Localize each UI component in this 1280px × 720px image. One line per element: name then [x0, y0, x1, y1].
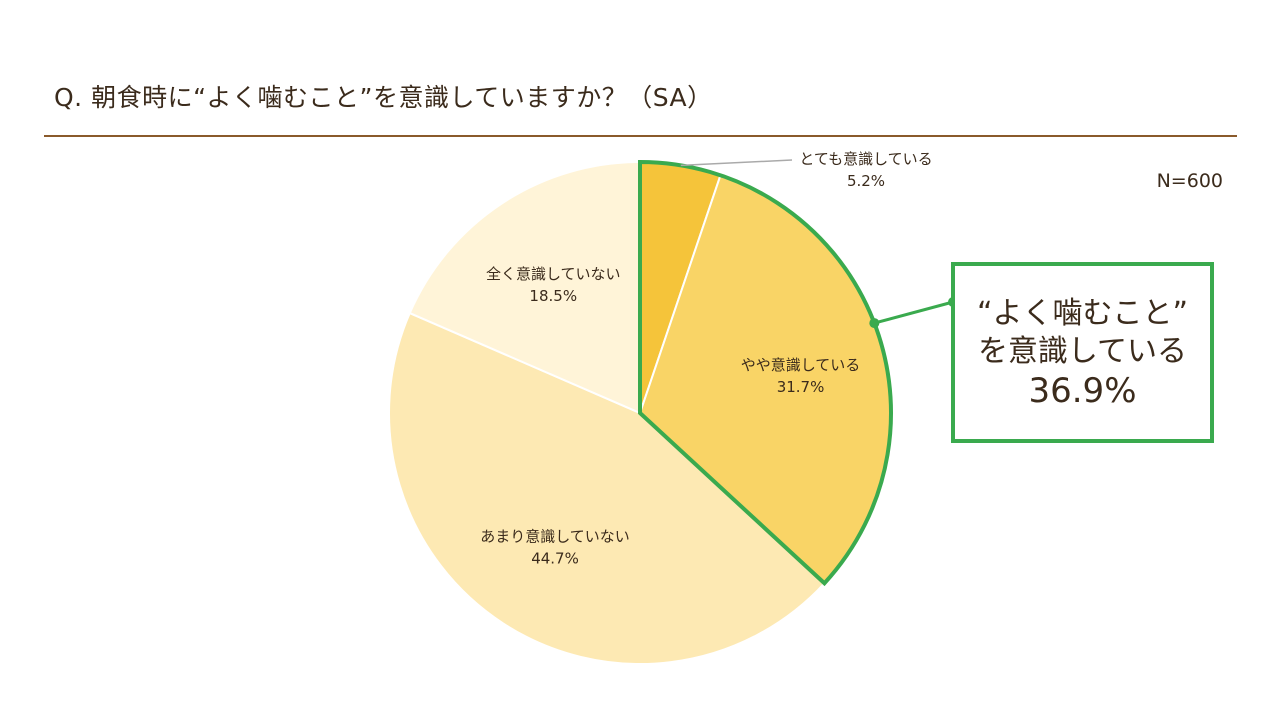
highlight-callout: “よく噛むこと” を意識している 36.9% — [951, 262, 1214, 443]
slice-value: 5.2% — [847, 172, 885, 190]
highlight-outline — [638, 159, 893, 587]
callout-line-2: を意識している — [977, 333, 1188, 369]
page-title: Q. 朝食時に“よく噛むこと”を意識していますか？（SA） — [54, 83, 713, 112]
pie-labels: とても意識している 5.2% やや意識している 31.7% あまり意識していない 44.7… — [480, 150, 932, 567]
slice-category: 全く意識していない — [486, 265, 621, 283]
pie-slices — [388, 160, 892, 665]
sample-size: N=600 — [1156, 170, 1223, 192]
pie-slice-3 — [388, 311, 826, 665]
slice-category: あまり意識していない — [480, 527, 630, 545]
leader-line — [680, 159, 793, 167]
slice-label-3: あまり意識していない 44.7% — [480, 527, 630, 567]
callout-line-1: “よく噛むこと” — [976, 295, 1189, 331]
slice-value: 44.7% — [531, 549, 579, 567]
connector-dot-1 — [869, 318, 880, 329]
title-divider — [44, 135, 1237, 137]
slice-label-4: 全く意識していない 18.5% — [486, 265, 621, 305]
slice-category: とても意識している — [799, 150, 932, 168]
slice-category: やや意識している — [741, 356, 861, 374]
slice-value: 31.7% — [777, 378, 825, 396]
callout-connector — [873, 300, 954, 325]
slice-value: 18.5% — [529, 287, 577, 305]
slice-label-1: とても意識している 5.2% — [799, 150, 932, 190]
slice-label-2: やや意識している 31.7% — [741, 356, 861, 396]
callout-value: 36.9% — [1028, 370, 1137, 411]
pie-slice-4 — [408, 160, 641, 415]
highlight-group — [638, 159, 958, 587]
